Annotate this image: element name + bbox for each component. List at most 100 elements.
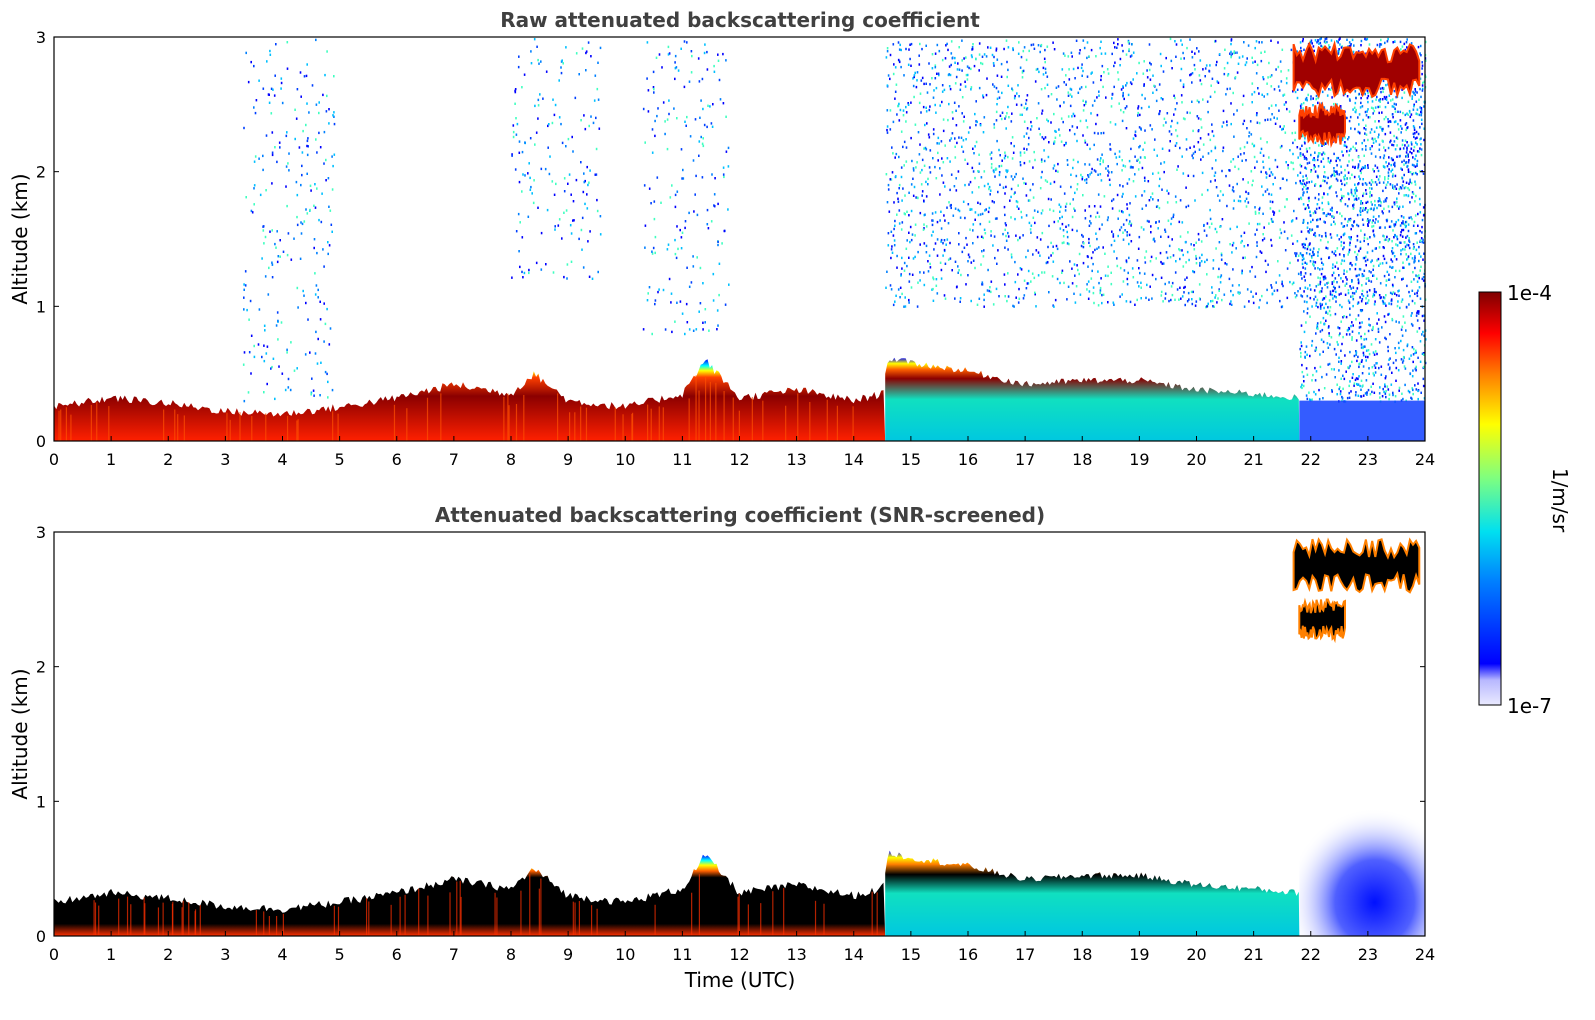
noise-pixel [1411,397,1413,400]
noise-pixel [1386,219,1388,223]
noise-pixel [1355,194,1358,198]
noise-pixel [1130,82,1133,86]
noise-pixel [1191,298,1193,301]
noise-pixel [286,204,288,208]
noise-pixel [992,169,995,172]
noise-pixel [1128,242,1130,246]
noise-pixel [1358,175,1360,178]
noise-pixel [306,172,308,175]
noise-pixel [1198,256,1201,260]
noise-pixel [1333,347,1336,351]
noise-pixel [1320,290,1323,293]
noise-pixel [1221,218,1224,221]
noise-pixel [1405,329,1407,332]
noise-pixel [1345,182,1348,185]
noise-pixel [1172,213,1175,216]
noise-pixel [1362,394,1365,397]
noise-pixel [909,43,911,46]
noise-pixel [263,359,266,363]
noise-pixel [1383,200,1385,203]
noise-pixel [1301,386,1303,390]
noise-pixel [1015,234,1017,237]
noise-pixel [1360,335,1362,338]
noise-pixel [302,129,304,133]
noise-pixel [1391,105,1394,108]
noise-pixel [1296,88,1299,91]
noise-pixel [1253,144,1256,147]
noise-pixel [950,206,952,210]
noise-pixel [1377,200,1380,203]
noise-pixel [1295,181,1297,185]
noise-pixel [706,208,709,212]
noise-pixel [1384,377,1387,380]
noise-pixel [306,139,309,143]
noise-pixel [1395,136,1398,139]
noise-pixel [1345,145,1348,149]
noise-pixel [296,88,299,91]
noise-pixel [323,130,326,134]
noise-pixel [1086,75,1089,78]
noise-pixel [1358,375,1360,378]
noise-pixel [972,43,974,46]
noise-pixel [1413,347,1415,351]
noise-pixel [546,208,549,212]
noise-pixel [944,219,946,222]
noise-pixel [1076,188,1078,191]
noise-pixel [899,108,902,112]
noise-pixel [1349,115,1352,119]
noise-pixel [903,269,906,272]
noise-pixel [921,194,923,197]
noise-pixel [595,116,597,120]
noise-pixel [1387,177,1390,180]
noise-pixel [1424,40,1427,44]
noise-pixel [318,218,320,222]
noise-pixel [1379,262,1382,265]
noise-pixel [1346,270,1348,273]
noise-pixel [1099,291,1101,295]
noise-pixel [1236,225,1238,229]
noise-pixel [908,272,911,276]
noise-pixel [1251,183,1253,187]
noise-pixel [1350,127,1352,130]
noise-pixel [1092,291,1095,295]
noise-pixel [1358,273,1360,277]
noise-pixel [1130,240,1133,243]
noise-pixel [521,190,523,193]
noise-pixel [327,241,329,244]
noise-pixel [936,292,939,295]
noise-pixel [1294,138,1296,142]
noise-pixel [548,172,551,176]
noise-pixel [1364,259,1367,263]
noise-pixel [1401,168,1403,171]
noise-pixel [1076,139,1078,143]
noise-pixel [974,266,976,270]
noise-pixel [688,80,691,83]
noise-pixel [958,243,960,246]
noise-pixel [1081,233,1083,237]
noise-pixel [1004,295,1006,298]
noise-pixel [1352,108,1354,111]
noise-pixel [1313,233,1315,236]
noise-pixel [1316,41,1318,44]
noise-pixel [1262,154,1265,157]
noise-pixel [688,211,690,215]
noise-pixel [1063,192,1066,195]
noise-pixel [912,77,914,80]
noise-pixel [1388,94,1391,97]
noise-pixel [1392,116,1394,119]
noise-pixel [981,62,984,66]
noise-pixel [1362,365,1365,368]
noise-pixel [1068,242,1070,246]
noise-pixel [1411,163,1414,167]
noise-pixel [1033,150,1035,154]
noise-pixel [1328,299,1331,302]
noise-pixel [1367,355,1369,359]
noise-pixel [919,279,921,282]
noise-pixel [1005,39,1008,42]
noise-pixel [1384,132,1387,136]
noise-pixel [1356,223,1358,227]
noise-pixel [1312,97,1314,100]
noise-pixel [1293,119,1296,123]
noise-pixel [1105,96,1107,99]
noise-pixel [1053,142,1055,145]
